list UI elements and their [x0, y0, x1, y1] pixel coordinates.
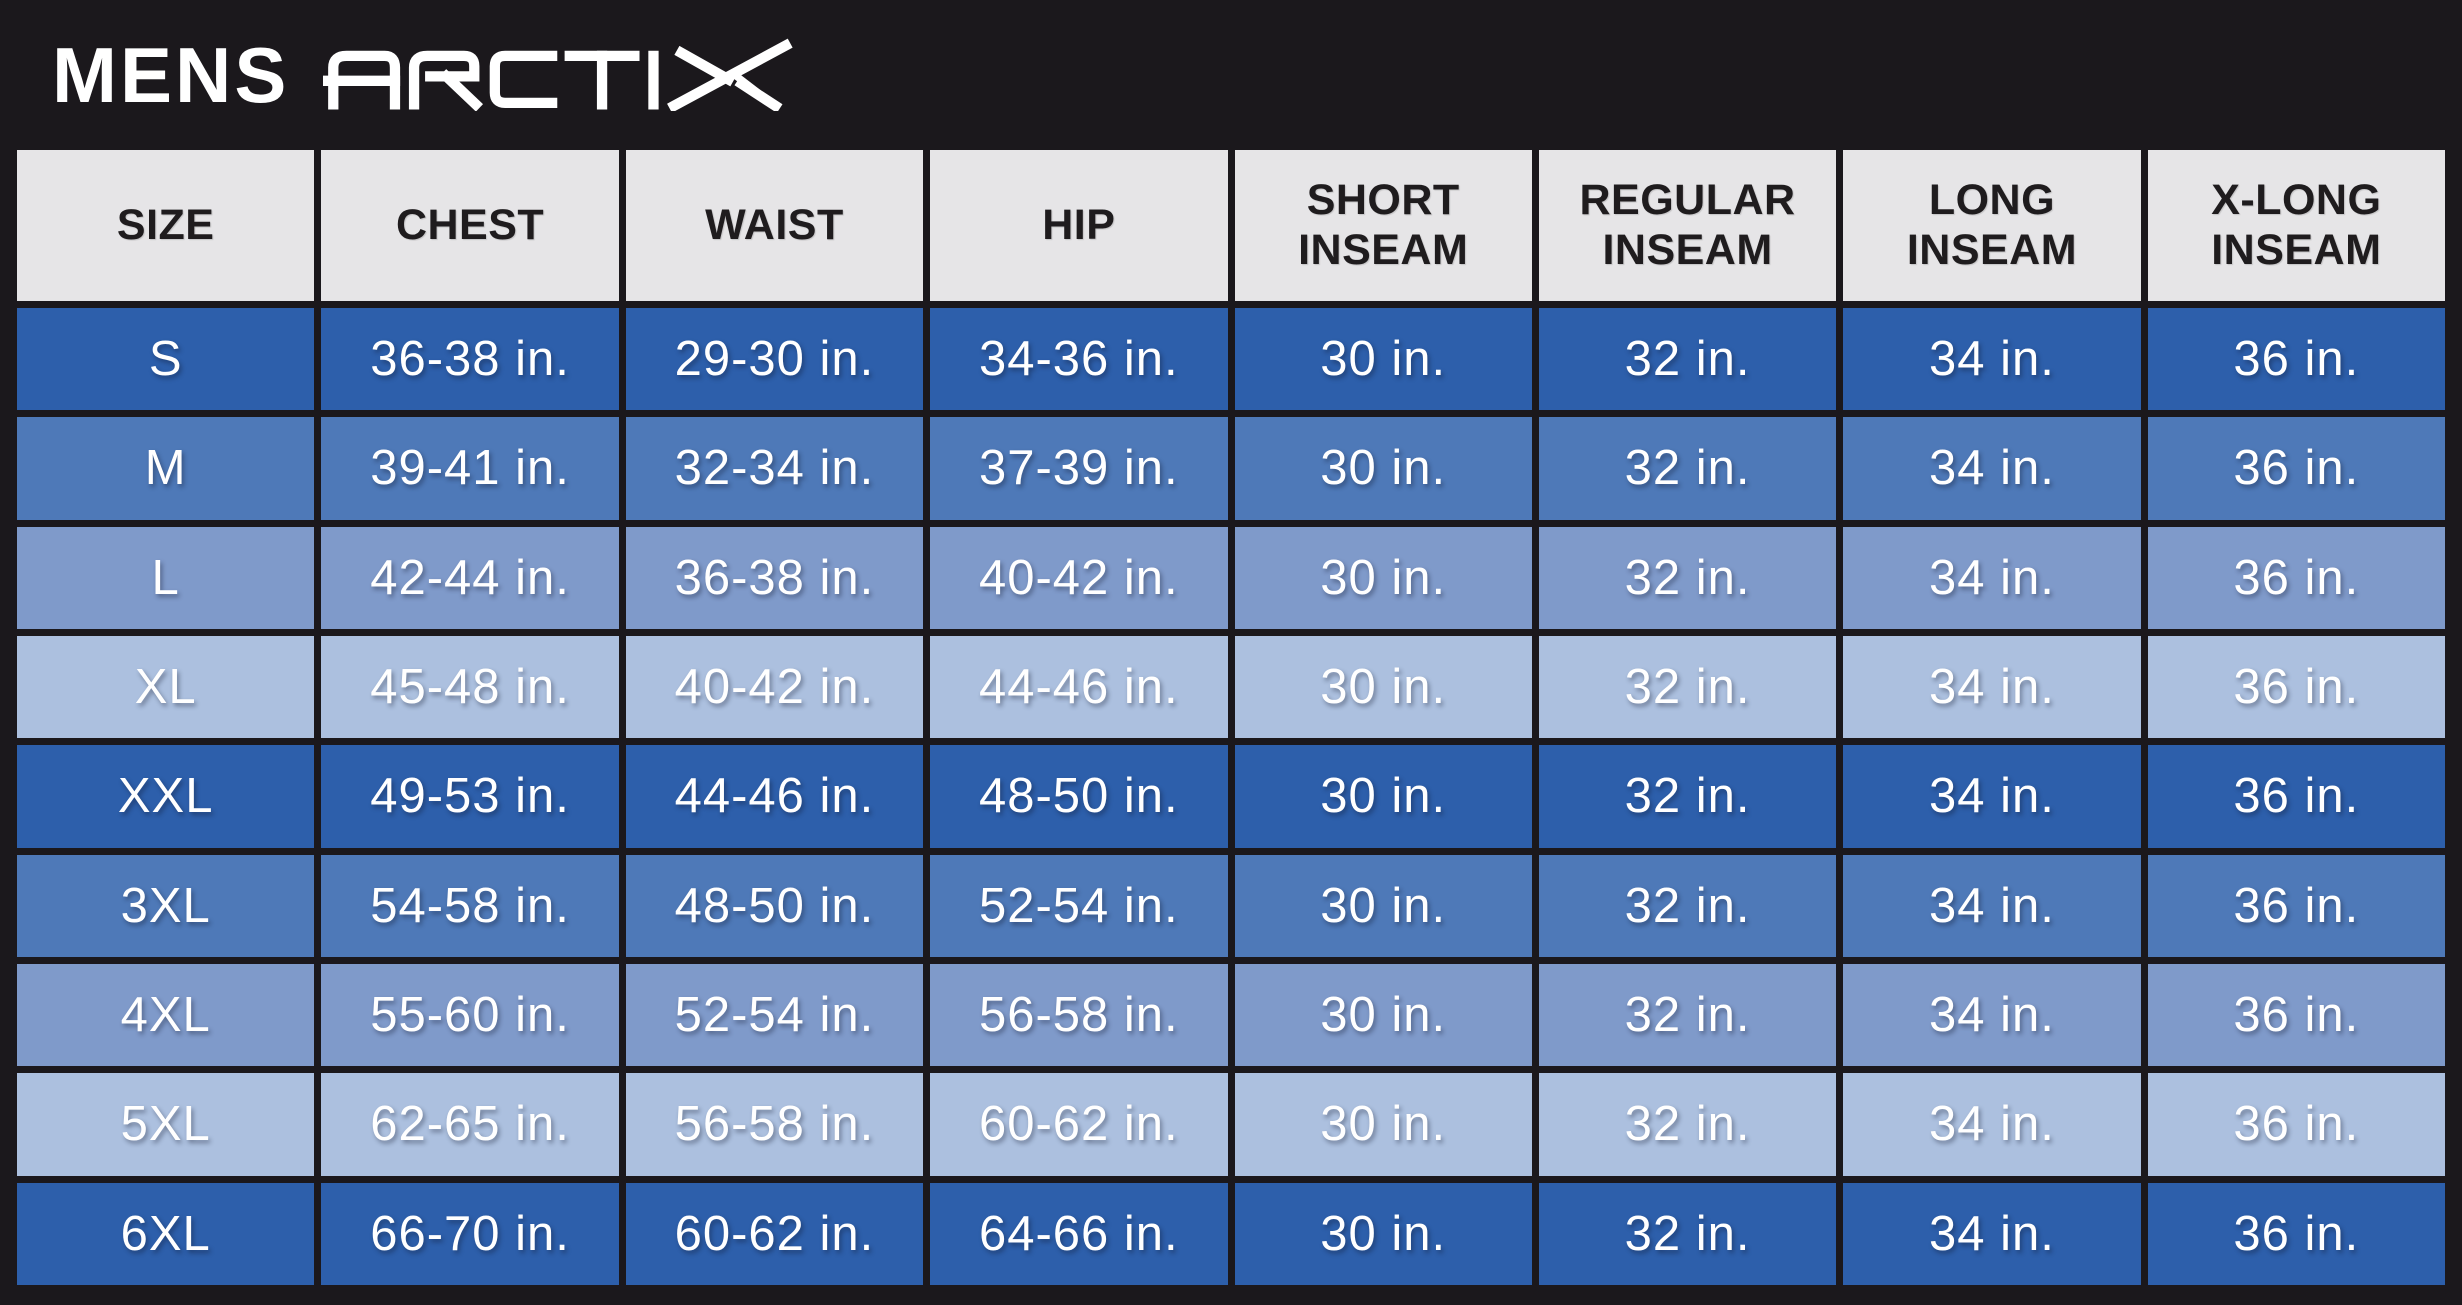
- waist-cell: 29-30 in.: [618, 300, 931, 418]
- short-inseam-cell: 30 in.: [1227, 956, 1539, 1074]
- size-cell: 3XL: [9, 847, 322, 964]
- regular-inseam-cell: 32 in.: [1531, 847, 1844, 964]
- table-row-m: M 39-41 in. 32-34 in. 37-39 in. 30 in. 32 in.…: [9, 410, 2453, 527]
- size-cell: L: [9, 519, 322, 636]
- x-long-inseam-cell: 36 in.: [2140, 519, 2453, 636]
- short-inseam-cell: 30 in.: [1227, 1175, 1539, 1293]
- long-inseam-cell: 34 in.: [1836, 628, 2148, 746]
- waist-cell: 44-46 in.: [618, 738, 931, 855]
- chest-cell: 39-41 in.: [314, 410, 626, 527]
- long-inseam-cell: 34 in.: [1836, 519, 2148, 636]
- regular-inseam-cell: 32 in.: [1531, 1175, 1844, 1293]
- hip-cell: 40-42 in.: [923, 519, 1235, 636]
- chest-cell: 55-60 in.: [314, 956, 626, 1074]
- size-cell: XXL: [9, 738, 322, 855]
- column-header-x-long-inseam: X-LONG INSEAM: [2140, 143, 2453, 308]
- size-cell: S: [9, 300, 322, 418]
- size-table: SIZE CHEST WAIST HIP SHORT INSEAM REGULA…: [9, 143, 2453, 1293]
- x-long-inseam-cell: 36 in.: [2140, 1066, 2453, 1183]
- regular-inseam-cell: 32 in.: [1531, 1066, 1844, 1183]
- size-cell: XL: [9, 628, 322, 746]
- column-header-size: SIZE: [9, 143, 322, 308]
- chest-cell: 54-58 in.: [314, 847, 626, 964]
- waist-cell: 60-62 in.: [618, 1175, 931, 1293]
- regular-inseam-cell: 32 in.: [1531, 410, 1844, 527]
- hip-cell: 56-58 in.: [923, 956, 1235, 1074]
- arctix-logo-icon: [323, 33, 793, 111]
- long-inseam-cell: 34 in.: [1836, 847, 2148, 964]
- table-row-3xl: 3XL 54-58 in. 48-50 in. 52-54 in. 30 in. 32 i…: [9, 847, 2453, 964]
- brand-header-bar: MENS: [0, 0, 2462, 143]
- hip-cell: 34-36 in.: [923, 300, 1235, 418]
- column-header-chest: CHEST: [314, 143, 626, 308]
- short-inseam-cell: 30 in.: [1227, 519, 1539, 636]
- x-long-inseam-cell: 36 in.: [2140, 300, 2453, 418]
- chest-cell: 66-70 in.: [314, 1175, 626, 1293]
- short-inseam-cell: 30 in.: [1227, 628, 1539, 746]
- brand-category-label: MENS: [52, 30, 290, 119]
- hip-cell: 37-39 in.: [923, 410, 1235, 527]
- short-inseam-cell: 30 in.: [1227, 847, 1539, 964]
- chest-cell: 36-38 in.: [314, 300, 626, 418]
- table-row-5xl: 5XL 62-65 in. 56-58 in. 60-62 in. 30 in. 32 i…: [9, 1066, 2453, 1183]
- x-long-inseam-cell: 36 in.: [2140, 956, 2453, 1074]
- x-long-inseam-cell: 36 in.: [2140, 847, 2453, 964]
- column-header-hip: HIP: [923, 143, 1235, 308]
- waist-cell: 52-54 in.: [618, 956, 931, 1074]
- regular-inseam-cell: 32 in.: [1531, 956, 1844, 1074]
- regular-inseam-cell: 32 in.: [1531, 300, 1844, 418]
- size-table-header: SIZE CHEST WAIST HIP SHORT INSEAM REGULA…: [9, 143, 2453, 308]
- long-inseam-cell: 34 in.: [1836, 1175, 2148, 1293]
- size-table-frame: SIZE CHEST WAIST HIP SHORT INSEAM REGULA…: [0, 143, 2462, 1305]
- table-row-xxl: XXL 49-53 in. 44-46 in. 48-50 in. 30 in. 32 i…: [9, 738, 2453, 855]
- short-inseam-cell: 30 in.: [1227, 738, 1539, 855]
- waist-cell: 40-42 in.: [618, 628, 931, 746]
- regular-inseam-cell: 32 in.: [1531, 738, 1844, 855]
- chest-cell: 49-53 in.: [314, 738, 626, 855]
- column-header-waist: WAIST: [618, 143, 931, 308]
- column-header-short-inseam: SHORT INSEAM: [1227, 143, 1539, 308]
- column-header-regular-inseam: REGULAR INSEAM: [1531, 143, 1844, 308]
- hip-cell: 64-66 in.: [923, 1175, 1235, 1293]
- long-inseam-cell: 34 in.: [1836, 410, 2148, 527]
- hip-cell: 48-50 in.: [923, 738, 1235, 855]
- size-table-body: S 36-38 in. 29-30 in. 34-36 in. 30 in. 32 in.…: [9, 300, 2453, 1293]
- short-inseam-cell: 30 in.: [1227, 300, 1539, 418]
- x-long-inseam-cell: 36 in.: [2140, 1175, 2453, 1293]
- long-inseam-cell: 34 in.: [1836, 956, 2148, 1074]
- short-inseam-cell: 30 in.: [1227, 410, 1539, 527]
- chest-cell: 42-44 in.: [314, 519, 626, 636]
- size-cell: 5XL: [9, 1066, 322, 1183]
- header-row: SIZE CHEST WAIST HIP SHORT INSEAM REGULA…: [9, 143, 2453, 308]
- long-inseam-cell: 34 in.: [1836, 300, 2148, 418]
- table-row-xl: XL 45-48 in. 40-42 in. 44-46 in. 30 in. 32 in…: [9, 628, 2453, 746]
- table-row-s: S 36-38 in. 29-30 in. 34-36 in. 30 in. 32 in.…: [9, 300, 2453, 418]
- x-long-inseam-cell: 36 in.: [2140, 410, 2453, 527]
- x-long-inseam-cell: 36 in.: [2140, 738, 2453, 855]
- waist-cell: 56-58 in.: [618, 1066, 931, 1183]
- hip-cell: 44-46 in.: [923, 628, 1235, 746]
- chest-cell: 45-48 in.: [314, 628, 626, 746]
- size-cell: 4XL: [9, 956, 322, 1074]
- hip-cell: 60-62 in.: [923, 1066, 1235, 1183]
- chest-cell: 62-65 in.: [314, 1066, 626, 1183]
- short-inseam-cell: 30 in.: [1227, 1066, 1539, 1183]
- table-row-l: L 42-44 in. 36-38 in. 40-42 in. 30 in. 32 in.…: [9, 519, 2453, 636]
- long-inseam-cell: 34 in.: [1836, 738, 2148, 855]
- column-header-long-inseam: LONG INSEAM: [1836, 143, 2148, 308]
- hip-cell: 52-54 in.: [923, 847, 1235, 964]
- waist-cell: 36-38 in.: [618, 519, 931, 636]
- size-cell: 6XL: [9, 1175, 322, 1293]
- table-row-4xl: 4XL 55-60 in. 52-54 in. 56-58 in. 30 in. 32 i…: [9, 956, 2453, 1074]
- long-inseam-cell: 34 in.: [1836, 1066, 2148, 1183]
- table-row-6xl: 6XL 66-70 in. 60-62 in. 64-66 in. 30 in. 32 i…: [9, 1175, 2453, 1293]
- x-long-inseam-cell: 36 in.: [2140, 628, 2453, 746]
- size-cell: M: [9, 410, 322, 527]
- waist-cell: 48-50 in.: [618, 847, 931, 964]
- regular-inseam-cell: 32 in.: [1531, 628, 1844, 746]
- regular-inseam-cell: 32 in.: [1531, 519, 1844, 636]
- waist-cell: 32-34 in.: [618, 410, 931, 527]
